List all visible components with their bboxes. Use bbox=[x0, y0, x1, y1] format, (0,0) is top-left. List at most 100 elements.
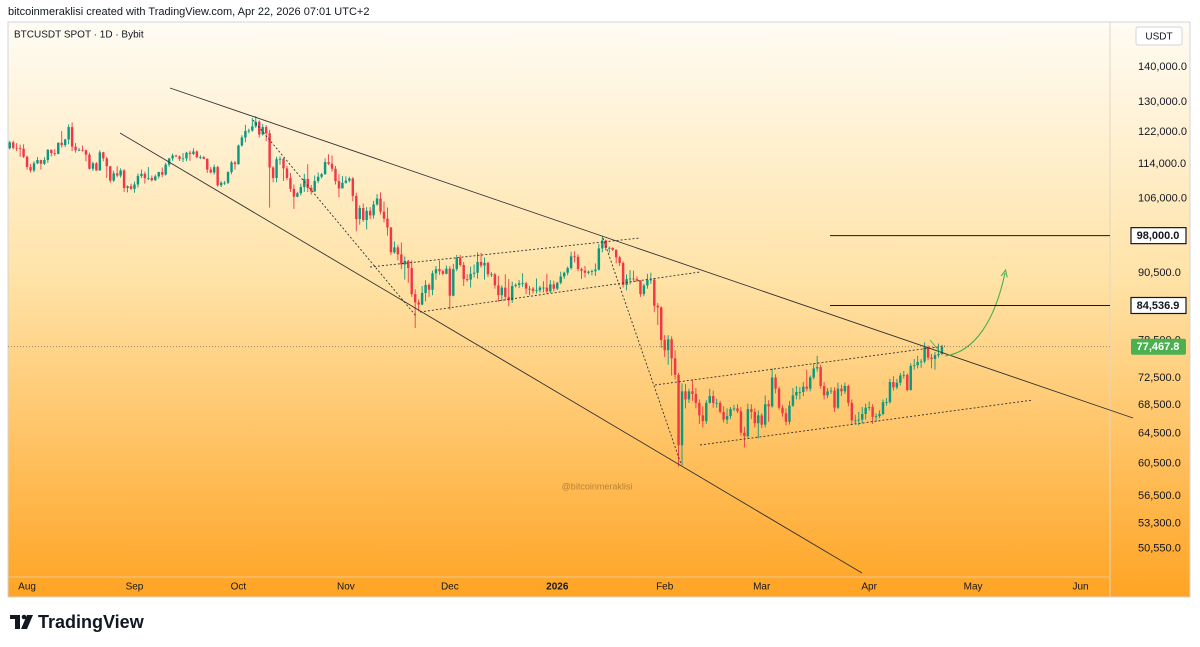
candle-body bbox=[791, 395, 795, 406]
chart-pane bbox=[7, 21, 1191, 598]
candle-body bbox=[833, 390, 836, 408]
candle-body bbox=[788, 405, 791, 422]
candle-body bbox=[608, 247, 611, 249]
candle-body bbox=[760, 415, 763, 425]
candle-body bbox=[261, 127, 264, 135]
candle-body bbox=[881, 402, 885, 414]
candle-body bbox=[497, 285, 500, 296]
candle-body bbox=[147, 178, 150, 179]
x-tick-label: Apr bbox=[861, 582, 877, 593]
candle-body bbox=[368, 210, 372, 216]
candle-body bbox=[795, 391, 798, 396]
candle-body bbox=[410, 268, 413, 295]
candle-body bbox=[750, 409, 753, 412]
drawings bbox=[119, 87, 1134, 574]
candle-body bbox=[864, 407, 867, 414]
candle-body bbox=[109, 166, 112, 181]
candle-body bbox=[195, 151, 199, 158]
candle-body bbox=[698, 402, 701, 416]
channel-line bbox=[419, 271, 701, 313]
candle-body bbox=[746, 409, 750, 437]
candle-body bbox=[770, 377, 774, 407]
candle-body bbox=[348, 178, 351, 181]
candle-body bbox=[621, 262, 625, 285]
candle-body bbox=[632, 278, 635, 280]
candle-body bbox=[888, 382, 892, 403]
candle-body bbox=[278, 158, 282, 160]
candle-body bbox=[486, 262, 490, 275]
candle-body bbox=[850, 402, 854, 421]
candle-body bbox=[126, 186, 129, 188]
watermark: @bitcoinmeraklisi bbox=[562, 481, 633, 491]
candle-body bbox=[11, 142, 15, 148]
candle-body bbox=[500, 287, 504, 296]
y-tick-label: 68,500.0 bbox=[1138, 399, 1181, 411]
candle-body bbox=[625, 279, 628, 285]
x-tick-label: Mar bbox=[753, 582, 771, 593]
candle-body bbox=[538, 287, 542, 291]
candle-body bbox=[639, 280, 642, 295]
candle-body bbox=[188, 152, 192, 154]
candle-body bbox=[88, 154, 91, 169]
candle-body bbox=[566, 268, 569, 273]
candle-body bbox=[902, 374, 906, 376]
candle-body bbox=[874, 416, 878, 417]
x-tick-label: Jun bbox=[1072, 582, 1088, 593]
y-tick-label: 90,500.0 bbox=[1138, 267, 1181, 279]
candle-body bbox=[36, 160, 39, 164]
candle-body bbox=[84, 150, 88, 155]
candle-body bbox=[677, 374, 680, 446]
candle-body bbox=[777, 388, 781, 408]
candle-body bbox=[479, 261, 483, 266]
candle-body bbox=[476, 261, 479, 273]
projection-arrow bbox=[944, 273, 1005, 357]
y-tick-label: 114,000.0 bbox=[1138, 158, 1186, 170]
candle-body bbox=[74, 146, 77, 151]
y-tick-label: 122,000.0 bbox=[1138, 126, 1187, 138]
currency-box bbox=[1135, 26, 1183, 46]
candle-body bbox=[112, 173, 115, 181]
candle-body bbox=[143, 173, 147, 179]
candle-body bbox=[233, 162, 237, 165]
candle-body bbox=[469, 273, 472, 280]
candle-body bbox=[174, 155, 178, 157]
candle-body bbox=[739, 411, 743, 433]
candle-body bbox=[95, 163, 98, 171]
candle-body bbox=[812, 368, 815, 378]
candle-body bbox=[465, 279, 469, 280]
candle-body bbox=[372, 204, 375, 216]
candle-body bbox=[722, 411, 725, 420]
arrow-tail bbox=[929, 339, 941, 353]
candle-body bbox=[296, 193, 299, 197]
candle-body bbox=[694, 394, 698, 403]
candle-body bbox=[119, 170, 122, 176]
candle-body bbox=[899, 375, 902, 383]
trendline-upper bbox=[169, 87, 1134, 419]
candle-body bbox=[441, 271, 445, 274]
candle-body bbox=[614, 249, 618, 258]
candle-body bbox=[687, 391, 691, 400]
candle-body bbox=[136, 175, 140, 185]
x-tick-label: 2026 bbox=[546, 582, 569, 593]
candle-body bbox=[365, 210, 368, 220]
candle-body bbox=[382, 211, 386, 219]
candle-body bbox=[774, 377, 777, 389]
candle-body bbox=[219, 182, 223, 186]
candle-body bbox=[725, 416, 729, 420]
candle-body bbox=[303, 178, 306, 188]
candle-body bbox=[178, 156, 181, 159]
candle-body bbox=[840, 388, 843, 392]
candle-body bbox=[815, 367, 819, 369]
candle-body bbox=[715, 402, 718, 404]
candle-body bbox=[393, 247, 396, 253]
candle-body bbox=[594, 269, 597, 272]
candle-body bbox=[732, 408, 736, 410]
candle-body bbox=[154, 176, 157, 181]
candle-body bbox=[358, 208, 361, 220]
channel-line bbox=[654, 345, 946, 386]
candle-body bbox=[306, 178, 309, 188]
candle-body bbox=[413, 294, 417, 303]
candle-body bbox=[545, 287, 549, 292]
candle-body bbox=[691, 391, 694, 395]
